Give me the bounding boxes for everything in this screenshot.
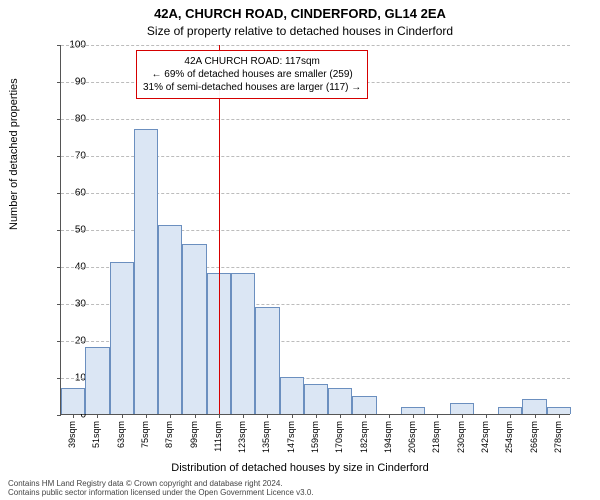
histogram-bar	[547, 407, 571, 414]
annotation-line2: ← 69% of detached houses are smaller (25…	[143, 68, 361, 81]
xtick-label: 111sqm	[213, 421, 223, 452]
xtick-label: 75sqm	[140, 421, 150, 448]
gridline	[61, 119, 570, 120]
xtick-label: 159sqm	[310, 421, 320, 453]
xtick-label: 170sqm	[334, 421, 344, 453]
histogram-bar	[522, 399, 546, 414]
plot-area: 42A CHURCH ROAD: 117sqm← 69% of detached…	[60, 45, 570, 415]
xtick-label: 51sqm	[91, 421, 101, 448]
xtick-label: 99sqm	[189, 421, 199, 448]
chart-container: 42A, CHURCH ROAD, CINDERFORD, GL14 2EA S…	[0, 0, 600, 500]
histogram-bar	[352, 396, 376, 415]
xtick-mark	[535, 414, 536, 418]
reference-line	[219, 45, 220, 414]
xtick-mark	[365, 414, 366, 418]
xtick-mark	[122, 414, 123, 418]
chart-title-address: 42A, CHURCH ROAD, CINDERFORD, GL14 2EA	[0, 6, 600, 21]
xtick-label: 230sqm	[456, 421, 466, 453]
xtick-mark	[195, 414, 196, 418]
histogram-bar	[280, 377, 304, 414]
xtick-mark	[437, 414, 438, 418]
histogram-bar	[110, 262, 134, 414]
xtick-label: 39sqm	[67, 421, 77, 448]
histogram-bar	[498, 407, 522, 414]
xtick-mark	[413, 414, 414, 418]
footer-line2: Contains public sector information licen…	[8, 488, 592, 498]
xtick-mark	[316, 414, 317, 418]
histogram-bar	[134, 129, 158, 414]
xtick-mark	[170, 414, 171, 418]
xtick-label: 135sqm	[261, 421, 271, 453]
histogram-bar	[158, 225, 182, 414]
xtick-label: 218sqm	[431, 421, 441, 453]
xtick-label: 194sqm	[383, 421, 393, 453]
xtick-mark	[510, 414, 511, 418]
histogram-bar	[231, 273, 255, 414]
xtick-label: 63sqm	[116, 421, 126, 448]
xtick-label: 278sqm	[553, 421, 563, 453]
y-axis-label: Number of detached properties	[8, 78, 20, 230]
xtick-label: 242sqm	[480, 421, 490, 453]
xtick-mark	[559, 414, 560, 418]
xtick-label: 254sqm	[504, 421, 514, 453]
histogram-bar	[450, 403, 474, 414]
histogram-bar	[85, 347, 109, 414]
xtick-mark	[292, 414, 293, 418]
xtick-label: 182sqm	[359, 421, 369, 453]
x-axis-label: Distribution of detached houses by size …	[0, 462, 600, 474]
gridline	[61, 45, 570, 46]
xtick-mark	[340, 414, 341, 418]
histogram-bar	[304, 384, 328, 414]
annotation-line3: 31% of semi-detached houses are larger (…	[143, 81, 361, 94]
xtick-mark	[462, 414, 463, 418]
xtick-mark	[146, 414, 147, 418]
annotation-line1: 42A CHURCH ROAD: 117sqm	[143, 55, 361, 68]
histogram-bar	[328, 388, 352, 414]
xtick-mark	[486, 414, 487, 418]
histogram-bar	[255, 307, 279, 414]
annotation-box: 42A CHURCH ROAD: 117sqm← 69% of detached…	[136, 50, 368, 99]
xtick-label: 206sqm	[407, 421, 417, 453]
histogram-bar	[61, 388, 85, 414]
xtick-mark	[243, 414, 244, 418]
xtick-mark	[97, 414, 98, 418]
xtick-mark	[389, 414, 390, 418]
footer-line1: Contains HM Land Registry data © Crown c…	[8, 479, 592, 489]
xtick-mark	[219, 414, 220, 418]
footer-attribution: Contains HM Land Registry data © Crown c…	[8, 479, 592, 498]
xtick-label: 266sqm	[529, 421, 539, 453]
xtick-label: 87sqm	[164, 421, 174, 448]
histogram-bar	[182, 244, 206, 414]
chart-subtitle: Size of property relative to detached ho…	[0, 24, 600, 38]
xtick-label: 147sqm	[286, 421, 296, 453]
xtick-mark	[267, 414, 268, 418]
histogram-bar	[401, 407, 425, 414]
xtick-label: 123sqm	[237, 421, 247, 453]
